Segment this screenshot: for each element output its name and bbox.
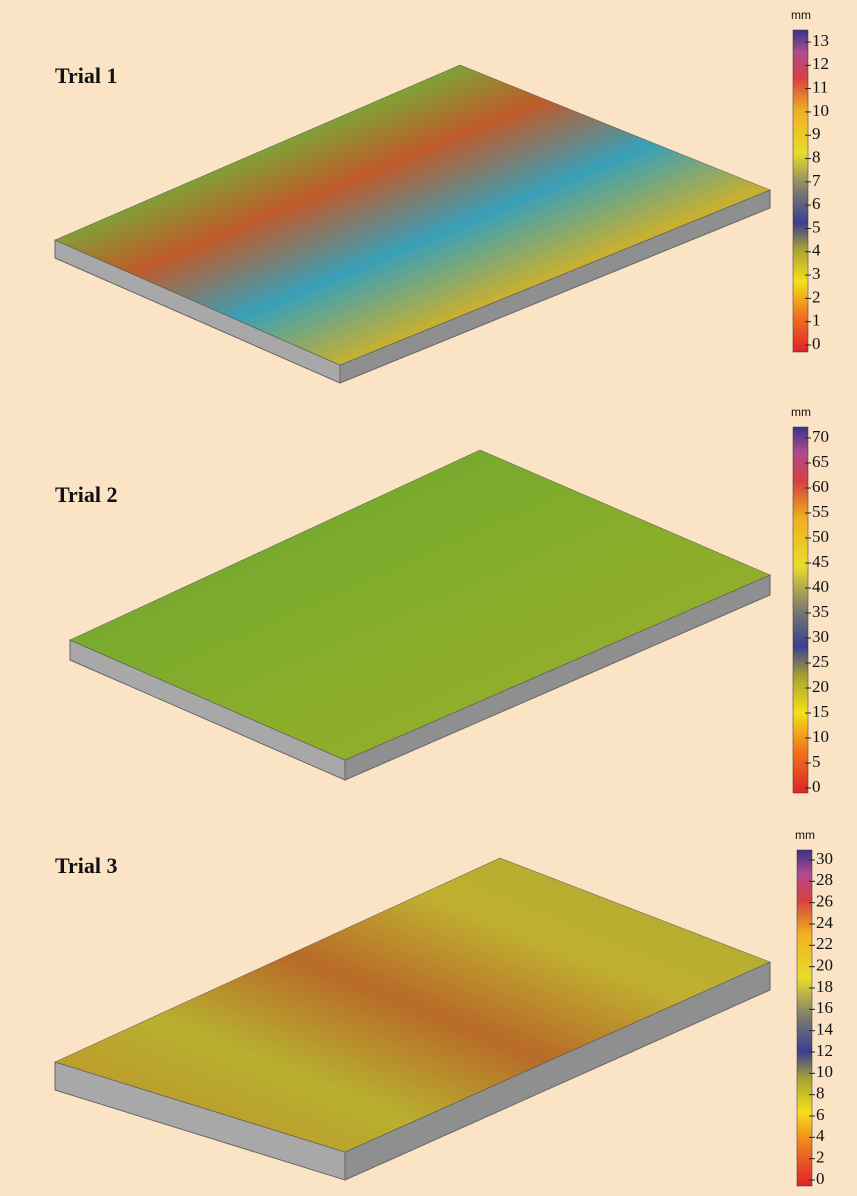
colorbar-tick-label: 20 <box>816 956 833 975</box>
colorbar-tick-label: 3 <box>812 264 821 283</box>
colorbar-tick-label: 70 <box>812 427 829 446</box>
colorbar-tick-label: 16 <box>816 998 833 1017</box>
panel-title: Trial 3 <box>55 853 118 878</box>
colorbar-tick-label: 6 <box>816 1105 825 1124</box>
colorbar-tick-label: 22 <box>816 934 833 953</box>
colorbar-tick-label: 40 <box>812 577 829 596</box>
colorbar-tick-label: 50 <box>812 527 829 546</box>
colorbar-tick-label: 12 <box>812 54 829 73</box>
colorbar-tick-label: 0 <box>812 334 821 353</box>
colorbar-tick-label: 7 <box>812 171 821 190</box>
colorbar-tick-label: 14 <box>816 1020 834 1039</box>
colorbar-tick-label: 13 <box>812 31 829 50</box>
colorbar-tick-label: 24 <box>816 913 834 932</box>
colorbar-tick-label: 4 <box>812 241 821 260</box>
colorbar-tick-label: 55 <box>812 502 829 521</box>
colorbar-tick-label: 5 <box>812 752 821 771</box>
colorbar-tick-label: 8 <box>816 1084 825 1103</box>
colorbar-tick-label: 6 <box>812 194 821 213</box>
colorbar-tick-label: 28 <box>816 870 833 889</box>
colorbar-tick-label: 25 <box>812 652 829 671</box>
colorbar-tick-label: 30 <box>812 627 829 646</box>
colorbar-tick-label: 1 <box>812 311 821 330</box>
surface <box>70 450 770 760</box>
colorbar-unit: mm <box>795 828 815 842</box>
colorbar-tick-label: 60 <box>812 477 829 496</box>
panel-title: Trial 2 <box>55 482 118 507</box>
colorbar-tick-label: 8 <box>812 147 821 166</box>
surface <box>55 65 770 365</box>
colorbar <box>793 30 808 352</box>
colorbar-tick-label: 2 <box>816 1148 825 1167</box>
colorbar-tick-label: 65 <box>812 452 829 471</box>
colorbar-tick-label: 11 <box>812 78 828 97</box>
colorbar-tick-label: 12 <box>816 1041 833 1060</box>
colorbar-tick-label: 10 <box>812 727 829 746</box>
colorbar-tick-label: 0 <box>812 777 821 796</box>
colorbar-tick-label: 15 <box>812 702 829 721</box>
colorbar-tick-label: 0 <box>816 1169 825 1188</box>
colorbar-tick-label: 10 <box>816 1062 833 1081</box>
colorbar-tick-label: 4 <box>816 1126 825 1145</box>
colorbar-tick-label: 30 <box>816 849 833 868</box>
colorbar-tick-label: 10 <box>812 101 829 120</box>
colorbar-unit: mm <box>791 8 811 22</box>
figure: Trial 1mm012345678910111213Trial 2mm0510… <box>0 0 857 1196</box>
colorbar-tick-label: 20 <box>812 677 829 696</box>
colorbar-tick-label: 26 <box>816 892 833 911</box>
colorbar-tick-label: 35 <box>812 602 829 621</box>
colorbar-tick-label: 45 <box>812 552 829 571</box>
colorbar-tick-label: 9 <box>812 124 821 143</box>
colorbar-unit: mm <box>791 405 811 419</box>
colorbar-tick-label: 2 <box>812 287 821 306</box>
panel-title: Trial 1 <box>55 63 118 88</box>
colorbar-tick-label: 5 <box>812 217 821 236</box>
colorbar-tick-label: 18 <box>816 977 833 996</box>
colorbar <box>797 850 812 1186</box>
